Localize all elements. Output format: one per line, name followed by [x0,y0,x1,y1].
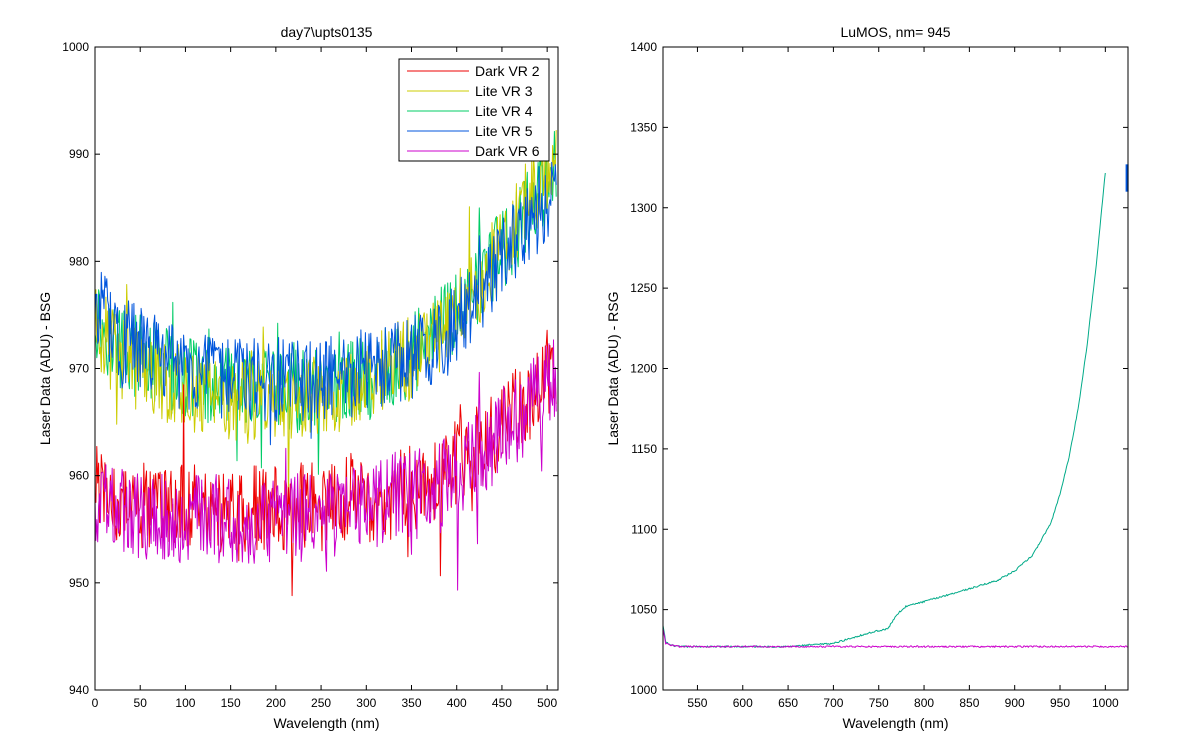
chart-title: LuMOS, nm= 945 [840,24,950,40]
right-axes: 550 600 650 700 750 800 850 900 950 1000 1000 1050 1… [605,24,1129,731]
x-tick-label: 650 [778,696,798,710]
series-line-lite-vr-3 [94,130,557,505]
series-line-dark-vr-6 [94,339,557,591]
y-tick-label: 1300 [630,201,657,215]
legend-entry: Lite VR 4 [475,103,533,119]
y-tick-label: 1350 [630,120,657,134]
x-tick-label: 450 [492,696,512,710]
legend-entry: Lite VR 3 [475,83,533,99]
x-tick-label: 250 [311,696,331,710]
legend-box [398,58,550,162]
y-tick-label: 980 [69,254,89,268]
x-tick-label: 500 [537,696,557,710]
y-tick-label: 1000 [630,683,657,697]
x-tick-label: 100 [175,696,195,710]
y-tick-label: 970 [69,362,89,376]
chart-title: day7\upts0135 [281,24,373,40]
series-line-lite-vr-5 [94,161,557,446]
x-tick-label: 800 [914,696,934,710]
y-tick-label: 1100 [631,522,657,536]
x-tick-label: 550 [687,696,707,710]
x-tick-label: 400 [447,696,467,710]
left-axes: 0 50 100 150 200 250 300 350 400 450 500 940 950 960 9… [37,24,559,731]
y-tick-label: 1050 [630,603,657,617]
plot-area [662,46,1129,691]
x-tick-label: 900 [1005,696,1025,710]
y-axis-label: Laser Data (ADU) - RSG [605,291,621,445]
x-tick-label: 150 [221,696,241,710]
y-tick-label: 1150 [631,442,657,456]
y-tick-label: 1250 [630,281,657,295]
y-tick-label: 940 [69,683,89,697]
x-tick-label: 0 [92,696,99,710]
legend-entry: Dark VR 2 [475,63,540,79]
legend: Dark VR 2 Lite VR 3 Lite VR 4 Lite VR 5 Dark… [398,58,550,162]
series-line-dark-vr-2 [94,329,557,597]
y-tick-label: 960 [69,469,89,483]
x-axis-label: Wavelength (nm) [842,715,948,731]
legend-entry: Dark VR 6 [475,143,540,159]
x-tick-label: 350 [401,696,421,710]
y-tick-label: 990 [69,147,89,161]
y-tick-label: 1200 [630,362,657,376]
x-tick-label: 700 [823,696,843,710]
x-axis-label: Wavelength (nm) [273,715,379,731]
y-tick-label: 950 [69,576,89,590]
y-tick-label: 1400 [630,40,657,54]
x-tick-label: 1000 [1092,696,1119,710]
x-tick-label: 750 [869,696,889,710]
legend-entry: Lite VR 5 [475,123,533,139]
x-tick-label: 850 [959,696,979,710]
x-tick-label: 950 [1050,696,1070,710]
y-tick-label: 1000 [62,40,89,54]
x-tick-label: 300 [356,696,376,710]
series-line-dark [662,628,1129,648]
x-tick-label: 600 [733,696,753,710]
y-axis-label: Laser Data (ADU) - BSG [37,292,53,445]
x-tick-label: 50 [134,696,148,710]
x-tick-label: 200 [266,696,286,710]
